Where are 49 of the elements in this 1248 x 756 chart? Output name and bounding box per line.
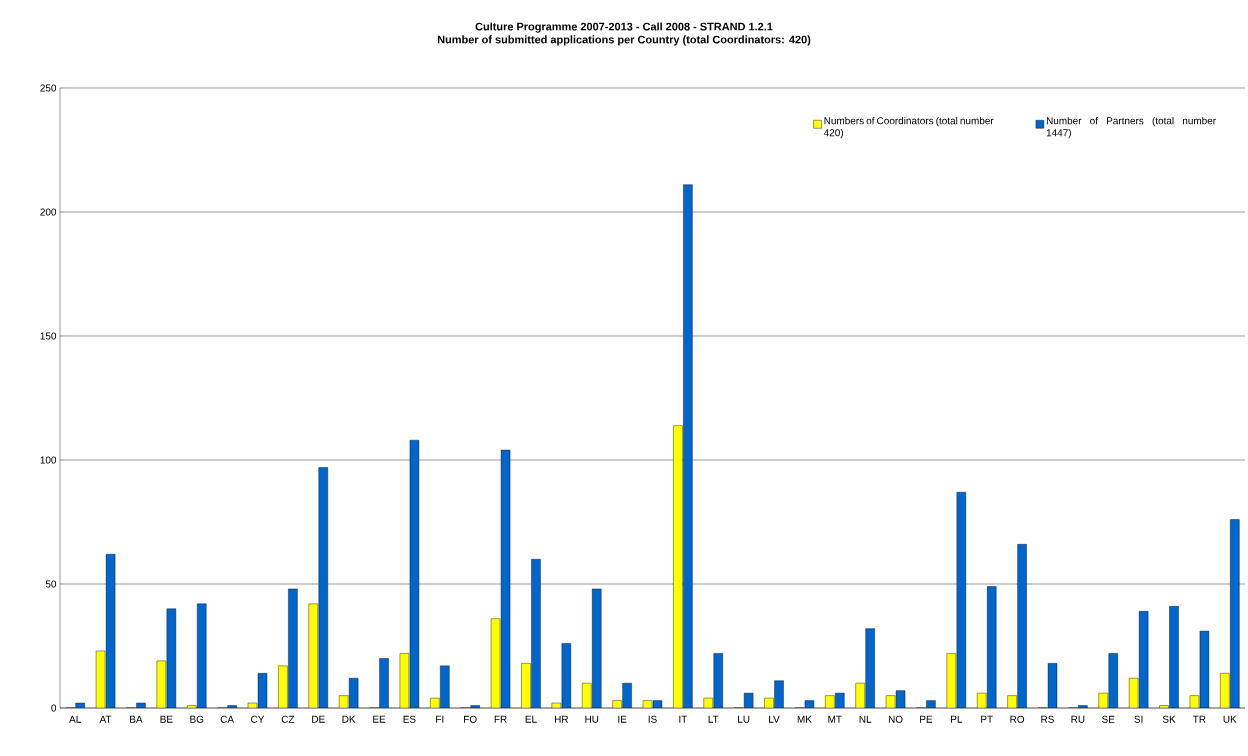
chart-subtitle: Number of submitted applications per Country (total Coordinators: 420) [437, 35, 811, 46]
x-tick-label: LT [708, 715, 719, 723]
x-tick-label: SE [1102, 715, 1115, 723]
x-tick-label: AL [69, 715, 81, 723]
y-tick-label: 250 [40, 84, 57, 92]
y-tick-label: 0 [51, 704, 57, 712]
x-tick-label: MT [828, 715, 842, 723]
x-tick-label: BA [130, 715, 143, 723]
x-tick-label: IE [618, 715, 627, 723]
x-tick-label: EL [525, 715, 537, 723]
x-tick-label: HR [554, 715, 569, 723]
x-tick-label: BG [190, 715, 204, 723]
x-tick-label: RS [1041, 715, 1054, 723]
x-tick-label: CA [220, 715, 235, 723]
y-tick-label: 100 [40, 456, 57, 464]
x-tick-label: RU [1071, 715, 1085, 723]
x-tick-label: LU [738, 715, 750, 723]
chart-title: Culture Programme 2007-2013 - Call 2008 - STRAND 1.2.1 [475, 22, 773, 33]
x-tick-label: DE [312, 715, 325, 723]
y-tick-label: 200 [40, 208, 57, 216]
legend-label: Number of Partners (total number 1447) [1046, 116, 1216, 139]
x-tick-label: SK [1162, 715, 1176, 723]
x-tick-label: FI [436, 715, 444, 723]
x-tick-label: UK [1223, 715, 1237, 723]
x-tick-label: EE [373, 715, 386, 723]
x-tick-label: MK [797, 715, 812, 723]
x-tick-label: DK [342, 715, 356, 723]
x-tick-label: IS [648, 715, 657, 723]
legend-label: Numbers of Coordinators (total number 420) [823, 116, 994, 139]
x-tick-label: FR [494, 715, 507, 723]
x-tick-label: HU [585, 715, 599, 723]
y-tick-label: 150 [40, 332, 57, 340]
x-tick-label: PT [981, 715, 993, 723]
x-tick-label: CZ [281, 715, 295, 723]
x-tick-label: LV [769, 715, 780, 723]
x-tick-label: FO [464, 715, 477, 723]
x-tick-label: NO [888, 715, 903, 723]
x-tick-label: RO [1010, 715, 1025, 723]
x-tick-label: NL [859, 715, 872, 723]
x-tick-label: TR [1192, 715, 1206, 723]
x-tick-label: AT [99, 715, 112, 723]
x-tick-label: CY [251, 715, 265, 723]
y-tick-label: 50 [45, 580, 57, 588]
x-tick-label: PE [920, 715, 933, 723]
x-tick-label: SI [1134, 715, 1143, 723]
x-tick-label: ES [403, 715, 416, 723]
x-tick-label: IT [679, 715, 688, 723]
x-tick-label: BE [160, 715, 173, 723]
x-tick-label: PL [951, 715, 963, 723]
